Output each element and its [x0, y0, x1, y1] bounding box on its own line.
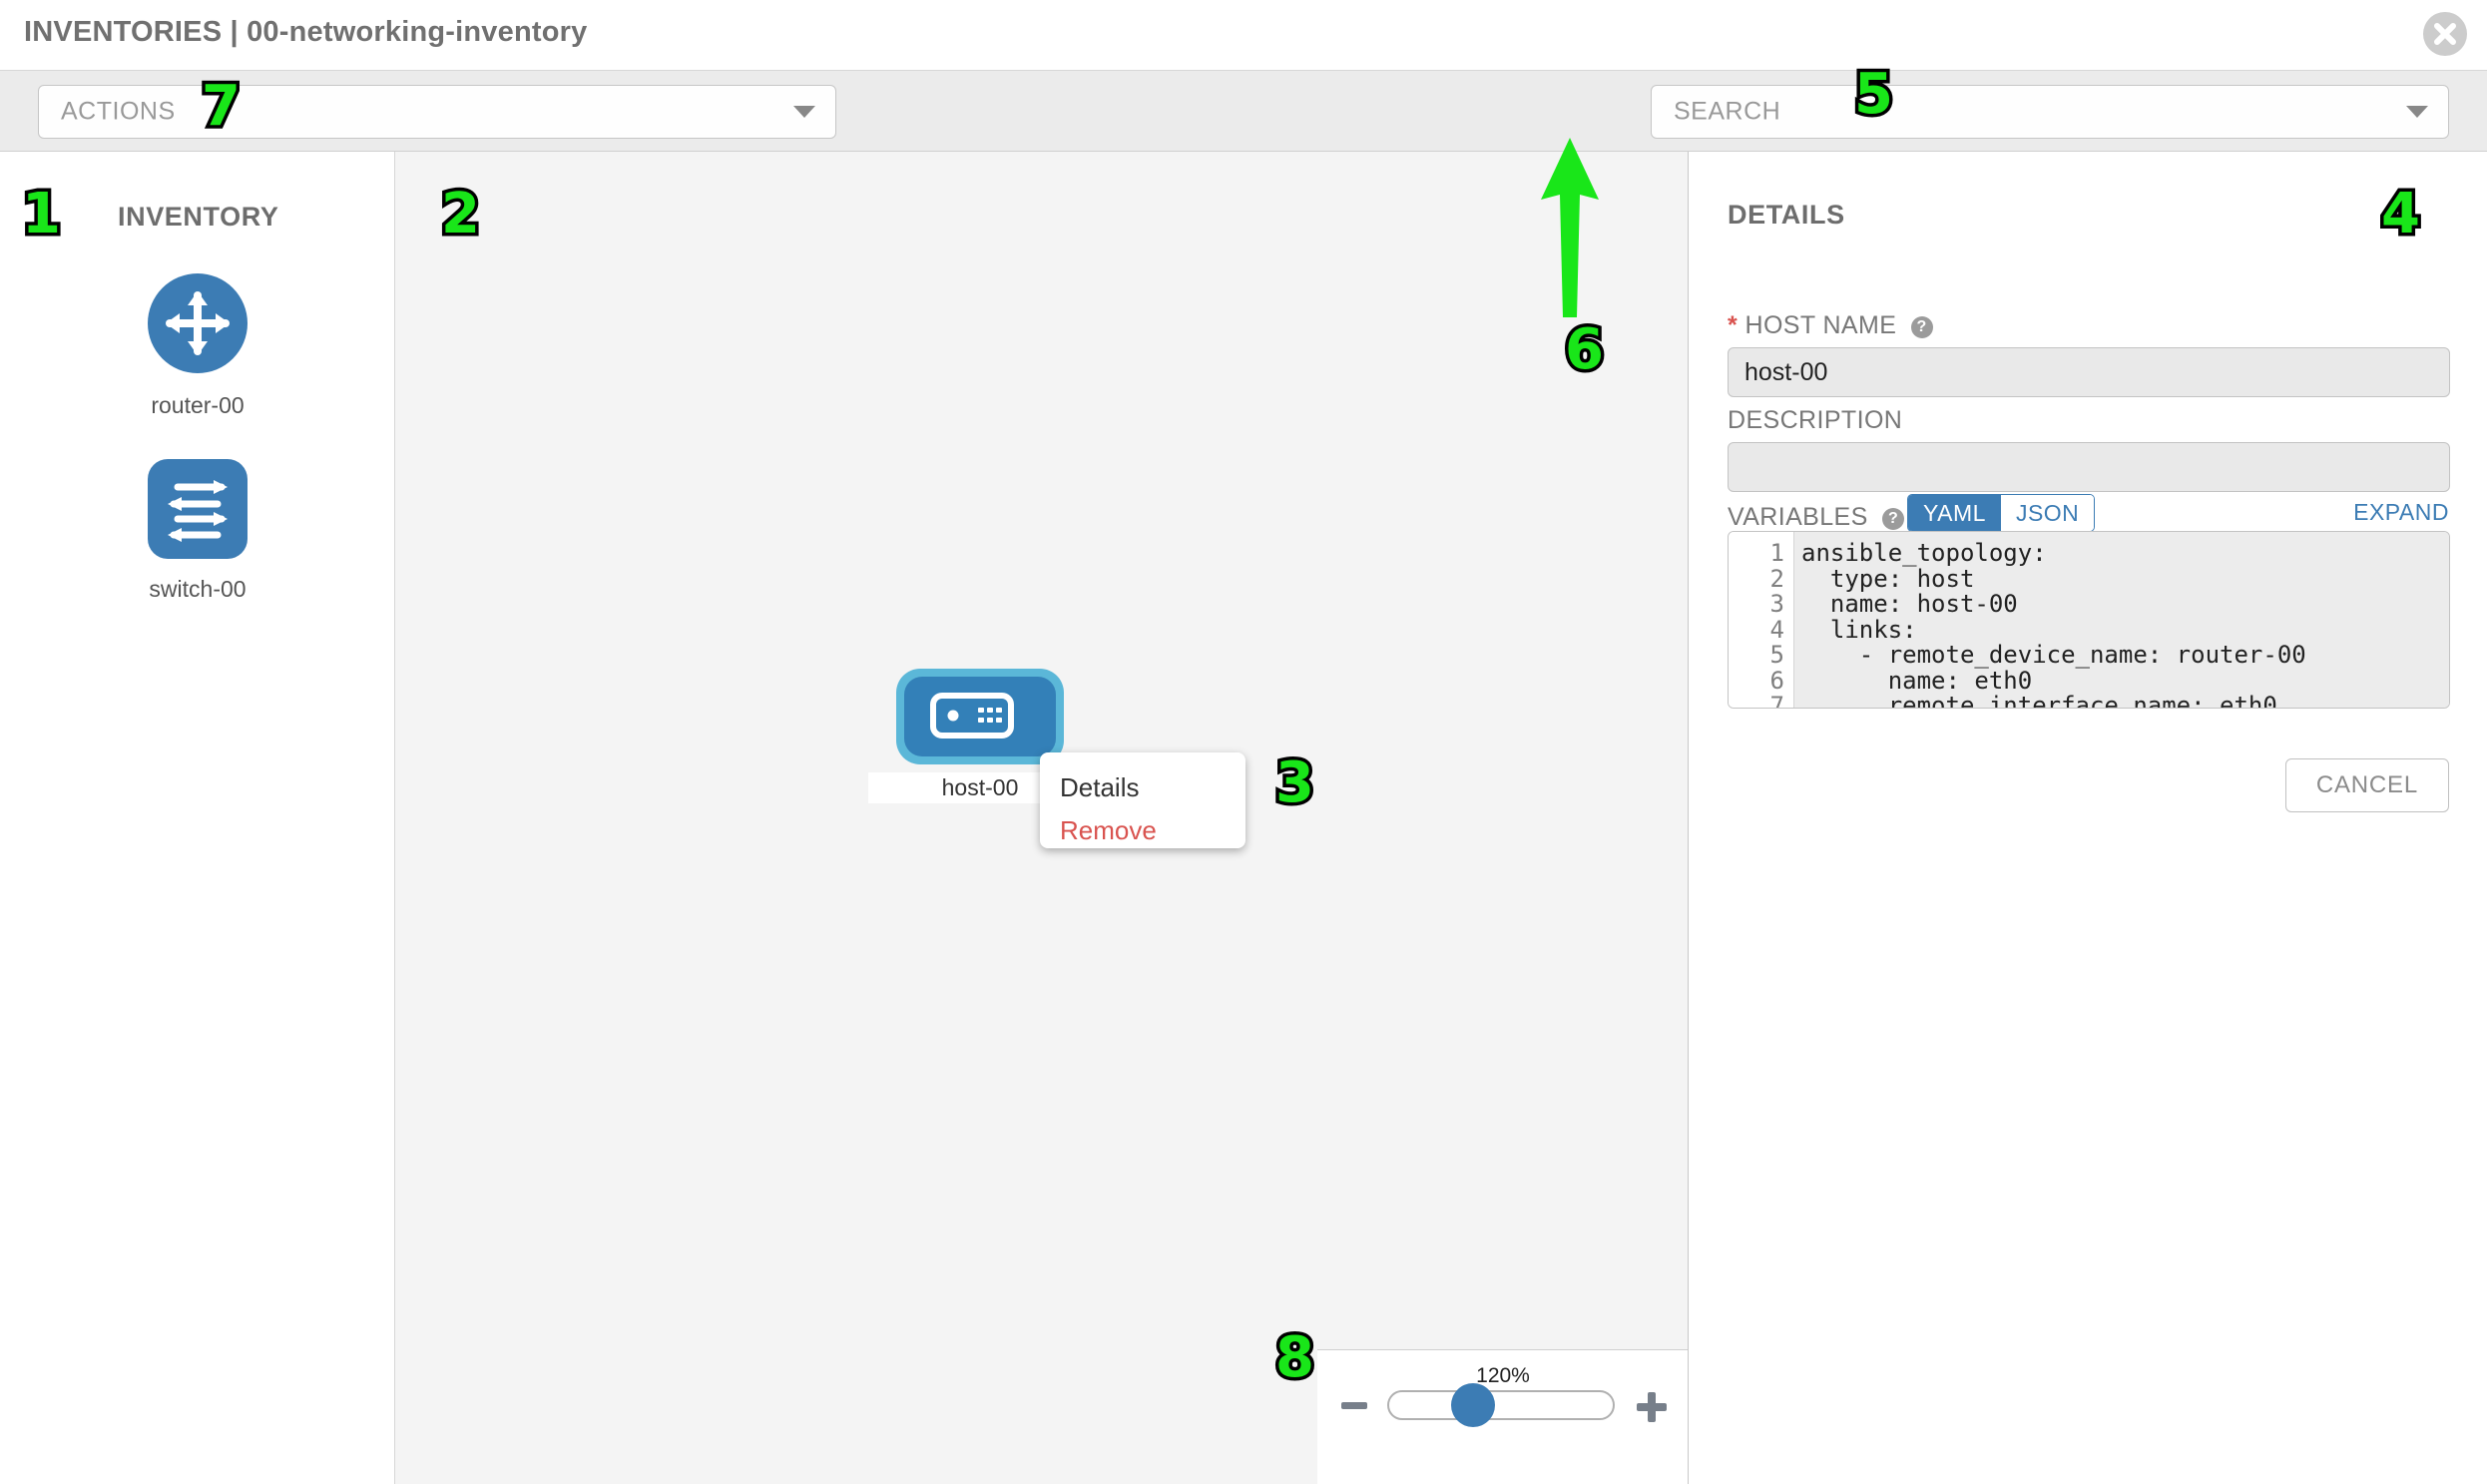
- help-icon[interactable]: ?: [1910, 316, 1933, 338]
- variables-format-toggle[interactable]: YAML JSON: [1907, 494, 2096, 532]
- zoom-control-panel: 120%: [1317, 1349, 1688, 1484]
- host-name-field[interactable]: [1728, 347, 2450, 397]
- line-number: 3: [1769, 590, 1784, 618]
- required-asterisk: *: [1728, 311, 1739, 339]
- annotation-7: 7: [199, 71, 245, 143]
- router-icon: [146, 271, 249, 380]
- line-number: 1: [1769, 539, 1784, 567]
- code-line: - remote_device_name: router-00: [1801, 641, 2306, 669]
- switch-icon: [148, 459, 248, 564]
- inventory-panel-title: INVENTORY: [118, 202, 279, 232]
- annotation-1: 1: [19, 179, 65, 250]
- line-number: 2: [1769, 564, 1784, 593]
- close-icon[interactable]: [2423, 12, 2467, 56]
- zoom-slider-track[interactable]: [1387, 1390, 1615, 1420]
- code-line: name: host-00: [1801, 590, 2018, 618]
- search-placeholder-label: SEARCH: [1674, 97, 1781, 126]
- annotation-5: 5: [1851, 59, 1897, 131]
- annotation-8: 8: [1272, 1322, 1318, 1394]
- line-number: 6: [1769, 666, 1784, 695]
- context-menu-item-remove[interactable]: Remove: [1060, 815, 1157, 845]
- details-panel: DETAILS * HOST NAME ? DESCRIPTION VARIAB…: [1690, 152, 2487, 1484]
- toolbar: ACTIONS SEARCH: [0, 70, 2487, 215]
- code-line: name: eth0: [1801, 666, 2033, 695]
- host-name-label: * HOST NAME ?: [1728, 311, 1933, 340]
- palette-item-switch[interactable]: switch-00: [0, 459, 395, 603]
- variables-code-editor[interactable]: 1 2 3 4 5 6 7 ansible_topology: type: ho…: [1728, 531, 2450, 709]
- window-title-bar: INVENTORIES | 00-networking-inventory: [0, 0, 2487, 70]
- annotation-6: 6: [1562, 314, 1608, 386]
- zoom-slider-thumb[interactable]: [1451, 1383, 1495, 1427]
- actions-dropdown-label: ACTIONS: [61, 97, 176, 126]
- line-number: 7: [1769, 692, 1784, 709]
- code-line: ansible_topology:: [1801, 539, 2047, 567]
- annotation-2: 2: [438, 179, 484, 250]
- code-line: links:: [1801, 615, 1917, 644]
- cancel-button[interactable]: CANCEL: [2284, 758, 2449, 812]
- zoom-in-button[interactable]: [1637, 1392, 1667, 1422]
- actions-dropdown[interactable]: ACTIONS: [38, 85, 836, 139]
- code-line: remote_interface_name: eth0: [1801, 692, 2277, 708]
- format-option-json[interactable]: JSON: [2000, 495, 2095, 531]
- annotation-3: 3: [1272, 747, 1318, 819]
- topology-canvas[interactable]: host-00 Details Remove 120%: [395, 152, 1689, 1484]
- palette-item-label: router-00: [151, 392, 245, 418]
- code-line: type: host: [1801, 564, 1975, 593]
- page-title: INVENTORIES | 00-networking-inventory: [24, 16, 588, 48]
- description-field[interactable]: [1728, 442, 2450, 492]
- search-input[interactable]: SEARCH: [1651, 85, 2449, 139]
- palette-item-router[interactable]: router-00: [0, 271, 395, 419]
- variables-label-text: VARIABLES: [1728, 503, 1868, 531]
- context-menu-item-details[interactable]: Details: [1060, 772, 1140, 802]
- inventory-palette-panel: INVENTORY router-00: [0, 152, 395, 1484]
- editor-code-area[interactable]: ansible_topology: type: host name: host-…: [1794, 532, 2449, 708]
- format-option-yaml[interactable]: YAML: [1908, 495, 2001, 531]
- node-context-menu[interactable]: Details Remove: [1040, 752, 1245, 848]
- editor-line-number-gutter: 1 2 3 4 5 6 7: [1729, 532, 1794, 708]
- annotation-arrow-icon: [1537, 138, 1603, 322]
- expand-link[interactable]: EXPAND: [2353, 499, 2449, 525]
- description-label: DESCRIPTION: [1728, 406, 1903, 434]
- line-number: 5: [1769, 641, 1784, 669]
- chevron-down-icon: [793, 106, 815, 118]
- node-body: [904, 677, 1056, 756]
- details-panel-title: DETAILS: [1728, 200, 1845, 230]
- zoom-out-button[interactable]: [1341, 1402, 1367, 1409]
- palette-item-label: switch-00: [149, 576, 247, 602]
- chevron-down-icon: [2406, 106, 2428, 118]
- variables-label: VARIABLES ?: [1728, 503, 1905, 532]
- server-icon: [930, 693, 1014, 743]
- zoom-level-label: 120%: [1476, 1364, 1530, 1387]
- line-number: 4: [1769, 615, 1784, 644]
- annotation-4: 4: [2378, 179, 2424, 250]
- help-icon[interactable]: ?: [1882, 508, 1905, 530]
- topology-node-host[interactable]: [896, 669, 1064, 764]
- host-name-label-text: HOST NAME: [1744, 311, 1897, 339]
